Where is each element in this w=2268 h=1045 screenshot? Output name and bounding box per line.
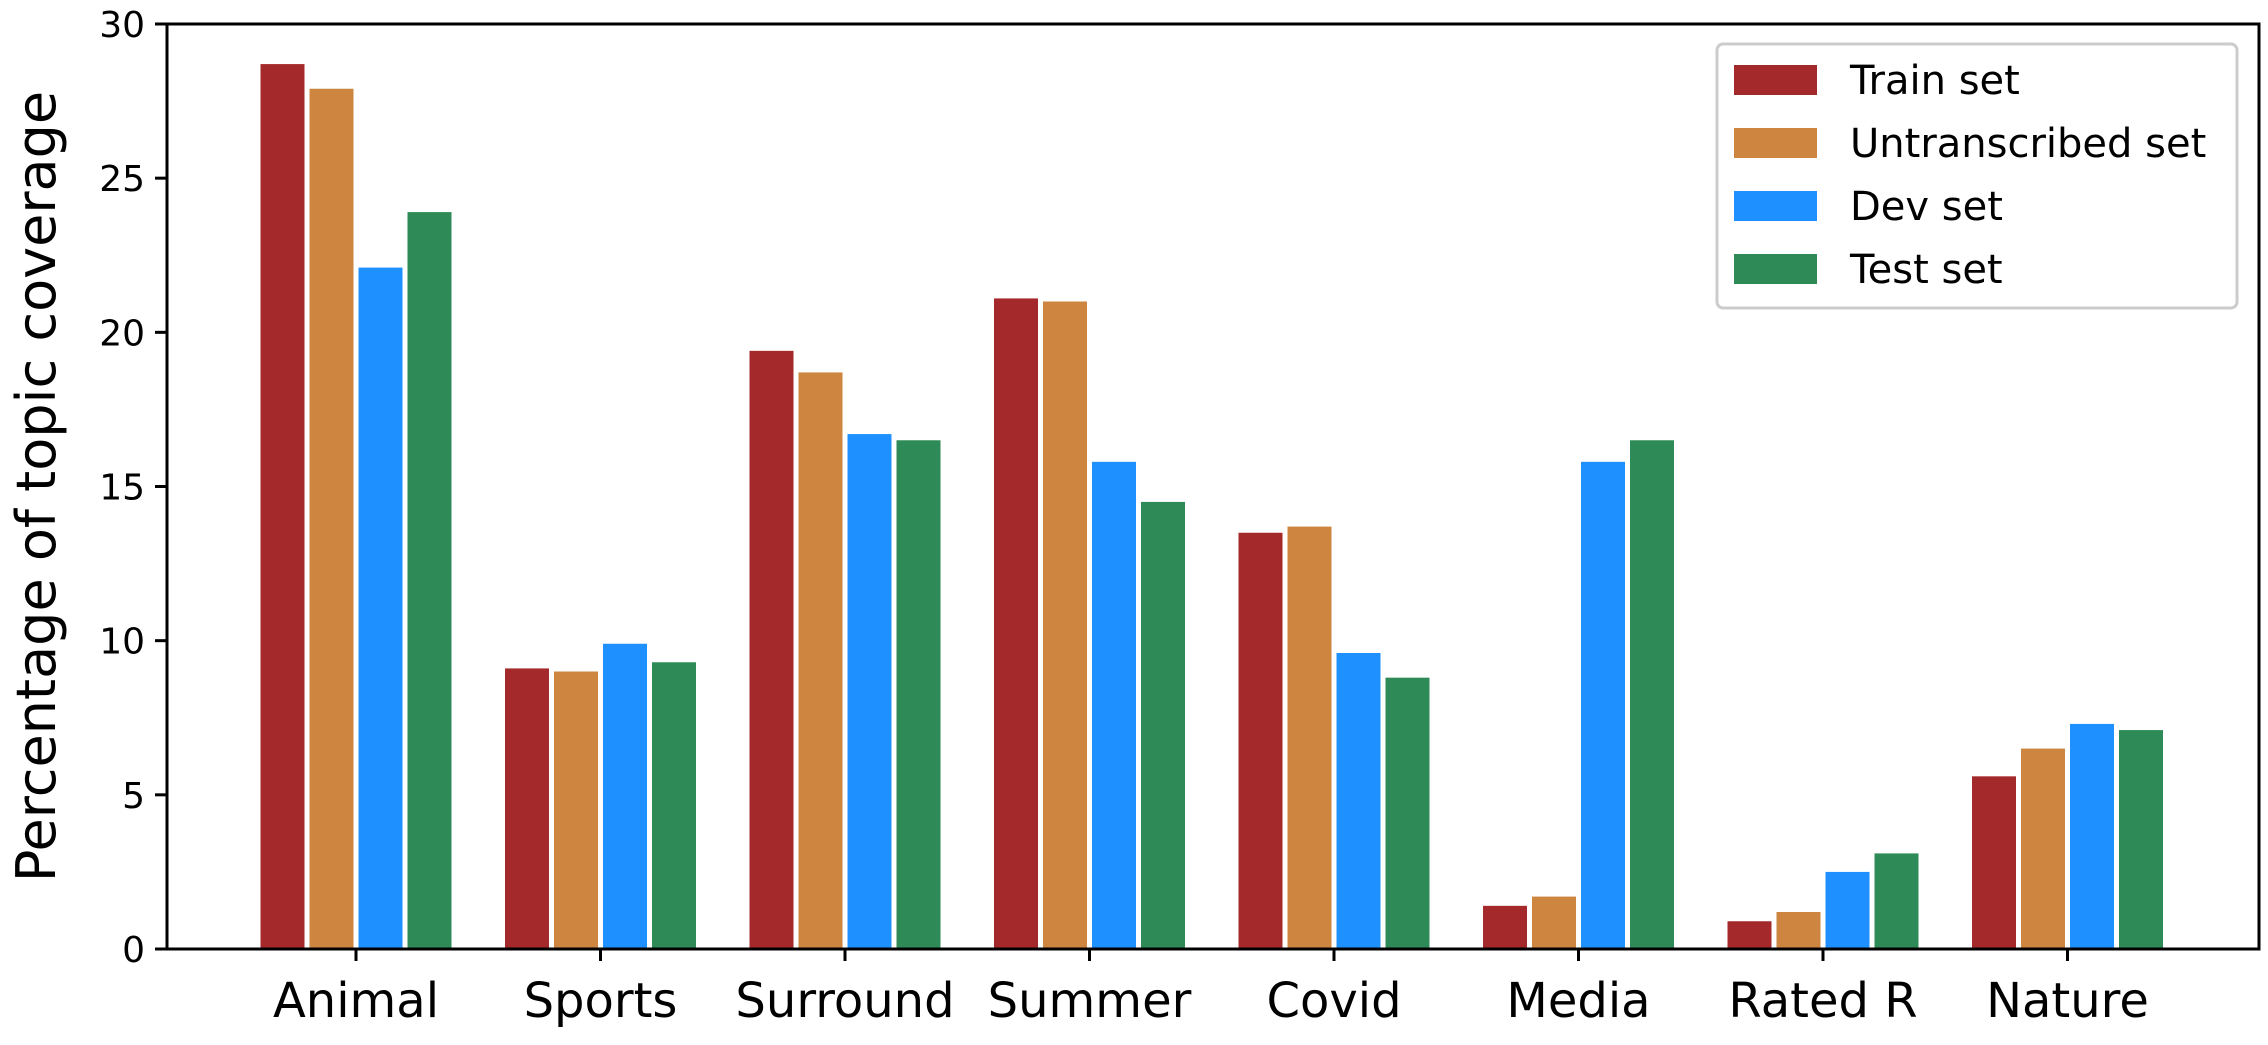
x-tick-label: Animal bbox=[273, 973, 439, 1029]
y-tick-label: 30 bbox=[99, 5, 145, 46]
bar-surround-train-set bbox=[749, 350, 794, 949]
bar-rated-r-untranscribed-set bbox=[1776, 912, 1821, 949]
y-tick-label: 0 bbox=[122, 930, 145, 971]
x-tick-label: Covid bbox=[1266, 973, 1401, 1029]
legend-swatch bbox=[1734, 65, 1817, 95]
axes-layer: 0 5 10 15 20 25 30 Animal Sports Surround Summer Co… bbox=[99, 5, 2261, 1029]
bar-summer-untranscribed-set bbox=[1043, 301, 1087, 949]
legend-swatch bbox=[1734, 254, 1817, 284]
bar-nature-test-set bbox=[2119, 730, 2163, 949]
x-tick-label: Nature bbox=[1986, 973, 2149, 1029]
y-tick-label: 25 bbox=[99, 159, 145, 200]
bar-nature-dev-set bbox=[2070, 723, 2114, 949]
legend-label: Dev set bbox=[1850, 184, 2003, 230]
bar-rated-r-test-set bbox=[1874, 853, 1919, 949]
bar-animal-test-set bbox=[407, 212, 452, 950]
bar-covid-untranscribed-set bbox=[1287, 526, 1332, 949]
bar-animal-untranscribed-set bbox=[309, 88, 354, 949]
y-tick-label: 15 bbox=[99, 468, 145, 509]
legend-swatch bbox=[1734, 128, 1817, 158]
x-tick-label: Summer bbox=[988, 973, 1192, 1029]
bar-sports-test-set bbox=[652, 662, 696, 949]
bar-summer-train-set bbox=[994, 298, 1038, 950]
legend-label: Untranscribed set bbox=[1850, 121, 2206, 167]
legend-box bbox=[1715, 42, 2239, 310]
legend: Train set Untranscribed set Dev set Test se… bbox=[1715, 42, 2239, 310]
y-axis-title: Percentage of topic coverage bbox=[5, 91, 68, 882]
bar-surround-untranscribed-set bbox=[798, 372, 843, 950]
bar-media-untranscribed-set bbox=[1532, 896, 1576, 949]
bar-animal-train-set bbox=[260, 64, 305, 950]
y-tick-label: 10 bbox=[99, 622, 145, 663]
bar-sports-untranscribed-set bbox=[554, 671, 598, 949]
bar-sports-dev-set bbox=[603, 643, 647, 949]
bar-covid-test-set bbox=[1385, 677, 1430, 949]
bar-covid-dev-set bbox=[1336, 653, 1381, 949]
bars-layer bbox=[260, 64, 2163, 950]
bar-summer-test-set bbox=[1141, 501, 1185, 949]
bar-rated-r-dev-set bbox=[1825, 871, 1870, 949]
bar-rated-r-train-set bbox=[1727, 921, 1772, 949]
legend-swatch bbox=[1734, 191, 1817, 221]
x-tick-label: Rated R bbox=[1728, 973, 1917, 1029]
bar-surround-dev-set bbox=[847, 434, 892, 949]
bar-nature-train-set bbox=[1972, 776, 2016, 949]
y-tick-label: 20 bbox=[99, 313, 145, 354]
bar-sports-train-set bbox=[505, 668, 549, 949]
bar-media-dev-set bbox=[1581, 461, 1625, 949]
bar-surround-test-set bbox=[896, 440, 941, 949]
legend-label: Test set bbox=[1849, 247, 2003, 293]
bar-covid-train-set bbox=[1238, 532, 1283, 949]
bar-animal-dev-set bbox=[358, 267, 403, 949]
bar-media-test-set bbox=[1630, 440, 1674, 949]
bar-nature-untranscribed-set bbox=[2021, 748, 2065, 949]
x-tick-label: Surround bbox=[735, 973, 954, 1029]
x-tick-label: Sports bbox=[524, 973, 678, 1029]
x-tick-label: Media bbox=[1506, 973, 1650, 1029]
bar-summer-dev-set bbox=[1092, 461, 1136, 949]
legend-label: Train set bbox=[1849, 58, 2020, 104]
bar-media-train-set bbox=[1483, 905, 1527, 949]
y-tick-label: 5 bbox=[122, 776, 145, 817]
